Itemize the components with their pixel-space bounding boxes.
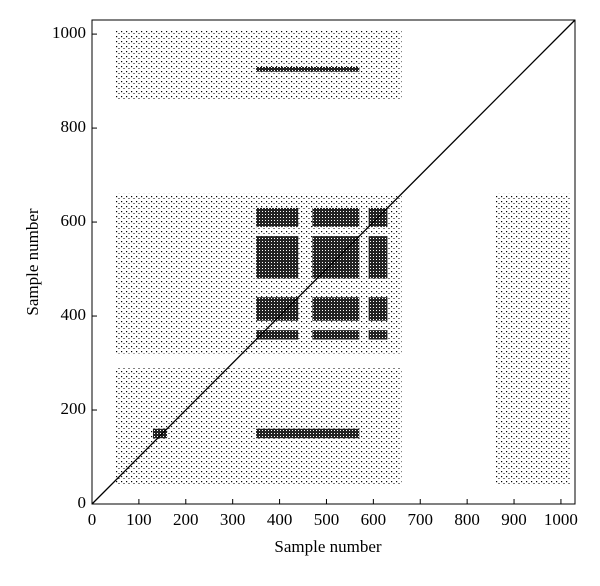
y-tick-label: 1000 bbox=[52, 23, 86, 42]
recurrence-region bbox=[312, 330, 360, 340]
x-tick-label: 700 bbox=[408, 510, 434, 529]
x-tick-label: 300 bbox=[220, 510, 246, 529]
recurrence-region bbox=[256, 330, 299, 340]
recurrence-region bbox=[115, 367, 402, 486]
x-tick-label: 100 bbox=[126, 510, 152, 529]
x-tick-label: 800 bbox=[454, 510, 480, 529]
y-tick-label: 0 bbox=[78, 493, 87, 512]
x-axis-label: Sample number bbox=[274, 537, 382, 556]
recurrence-region bbox=[368, 297, 388, 321]
x-tick-label: 400 bbox=[267, 510, 293, 529]
y-tick-label: 200 bbox=[61, 399, 87, 418]
recurrence-region bbox=[256, 236, 299, 279]
x-tick-label: 900 bbox=[501, 510, 527, 529]
x-tick-label: 500 bbox=[314, 510, 340, 529]
x-tick-label: 1000 bbox=[544, 510, 578, 529]
recurrence-region bbox=[256, 66, 360, 72]
plot-frame bbox=[91, 19, 576, 505]
recurrence-region bbox=[312, 297, 360, 321]
recurrence-region bbox=[368, 330, 388, 340]
y-tick-label: 800 bbox=[61, 117, 87, 136]
recurrence-region bbox=[495, 193, 571, 486]
recurrence-region bbox=[256, 207, 299, 227]
x-tick-label: 600 bbox=[361, 510, 387, 529]
recurrence-region bbox=[152, 428, 168, 439]
y-tick-label: 400 bbox=[61, 305, 87, 324]
recurrence-region bbox=[256, 297, 299, 321]
recurrence-region bbox=[312, 207, 360, 227]
recurrence-region bbox=[256, 428, 360, 439]
recurrence-region bbox=[368, 236, 388, 279]
diagonal bbox=[91, 19, 576, 505]
y-tick-label: 600 bbox=[61, 211, 87, 230]
x-tick-label: 200 bbox=[173, 510, 199, 529]
x-tick-label: 0 bbox=[88, 510, 97, 529]
recurrence-region bbox=[115, 29, 402, 100]
y-axis-label: Sample number bbox=[23, 208, 42, 316]
